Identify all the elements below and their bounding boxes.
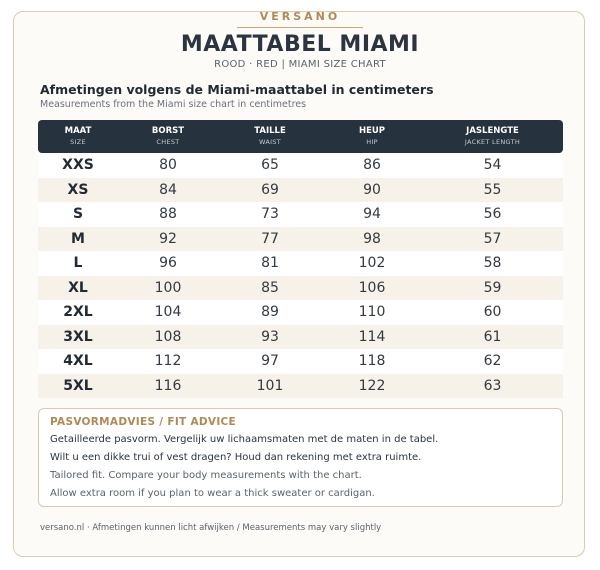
column-header-jacket-length: JASLENGTE JACKET LENGTH [422,120,563,153]
measurement-cell: 110 [358,304,386,321]
brand-name: VERSANO [259,10,341,23]
measurement-cell: 112 [154,353,182,370]
measurement-cell: 60 [483,304,502,321]
size-cell: 5XL [63,377,93,394]
measurement-cell: 93 [261,328,279,345]
measurement-cell: 61 [483,328,502,345]
table-row: XS 84 69 90 55 [38,177,563,202]
measurement-cell: 89 [261,304,279,321]
measurement-cell: 55 [483,181,502,198]
column-header-label: TAILLE [254,125,286,136]
measurement-cell: 69 [261,181,279,198]
size-cell: XL [68,279,88,296]
table-row: L 96 81 102 58 [38,251,563,276]
fit-advice-line-nl-1: Getailleerde pasvorm. Vergelijk uw licha… [50,434,439,445]
measurement-cell: 63 [483,377,502,394]
fit-advice-line-nl-2: Wilt u een dikke trui of vest dragen? Ho… [50,452,422,463]
table-row: 5XL 116 101 122 63 [38,373,563,398]
measurement-cell: 108 [154,328,182,345]
measurement-cell: 54 [483,157,502,174]
table-row: 4XL 112 97 118 62 [38,349,563,374]
measurement-cell: 96 [159,255,177,272]
measurement-cell: 101 [256,377,284,394]
size-cell: 2XL [63,304,93,321]
measurement-cell: 102 [358,255,386,272]
fit-advice-title: PASVORMADVIES / FIT ADVICE [50,416,237,428]
size-cell: 3XL [63,328,93,345]
table-row: 2XL 104 89 110 60 [38,300,563,325]
size-cell: XS [67,181,89,198]
measurement-cell: 104 [154,304,182,321]
page-subtitle: ROOD · RED | MIAMI SIZE CHART [214,59,386,70]
column-header-hip: HEUP HIP [322,120,422,153]
column-header-sublabel: HIP [366,137,378,146]
brand-divider [237,27,363,28]
table-header-row: MAAT SIZE BORST CHEST TAILLE WAIST HEUP HIP JASL… [38,120,563,153]
column-header-label: BORST [151,125,185,136]
column-header-sublabel: JACKET LENGTH [464,137,521,146]
measurement-cell: 106 [358,279,386,296]
measurement-cell: 94 [363,206,381,223]
page-title: MAATTABEL MIAMI [180,32,420,57]
fit-advice-line-en-1: Tailored fit. Compare your body measurem… [50,470,362,481]
column-header-label: HEUP [358,125,386,136]
measurement-cell: 116 [154,377,182,394]
table-row: M 92 77 98 57 [38,226,563,251]
size-cell: L [73,255,83,272]
measurement-cell: 100 [154,279,182,296]
table-row: 3XL 108 93 114 61 [38,324,563,349]
fit-advice-box: PASVORMADVIES / FIT ADVICE Getailleerde … [38,408,563,507]
measurement-cell: 84 [159,181,177,198]
table-row: XL 100 85 106 59 [38,275,563,300]
measurement-cell: 77 [261,230,279,247]
size-cell: XXS [62,157,94,174]
column-header-label: MAAT [64,125,92,136]
column-header-sublabel: CHEST [156,137,180,146]
measurement-cell: 62 [483,353,502,370]
size-cell: M [71,230,85,247]
measurement-cell: 73 [261,206,279,223]
measurement-cell: 90 [363,181,381,198]
measurement-cell: 57 [483,230,502,247]
size-cell: 4XL [63,353,93,370]
table-body: XXS 80 65 86 54 XS 84 69 90 55 S 88 73 94 56 M 92 77 98 57 L… [38,153,563,398]
measurement-cell: 97 [261,353,279,370]
measurement-cell: 65 [261,157,279,174]
table-row: XXS 80 65 86 54 [38,153,563,178]
table-row: S 88 73 94 56 [38,202,563,227]
measurement-cell: 114 [358,328,386,345]
measurement-cell: 58 [483,255,502,272]
measurement-cell: 56 [483,206,502,223]
measurement-cell: 118 [358,353,386,370]
measurement-cell: 88 [159,206,177,223]
table-header: MAAT SIZE BORST CHEST TAILLE WAIST HEUP HIP JASL… [38,120,563,153]
column-header-sublabel: SIZE [70,137,86,146]
measurement-cell: 80 [159,157,177,174]
section-heading: Afmetingen volgens de Miami-maattabel in… [40,82,434,97]
size-table: MAAT SIZE BORST CHEST TAILLE WAIST HEUP HIP JASL… [38,120,563,398]
footer-note: versano.nl · Afmetingen kunnen licht afw… [40,523,382,533]
column-header-waist: TAILLE WAIST [218,120,322,153]
measurement-cell: 81 [261,255,279,272]
measurement-cell: 59 [483,279,502,296]
measurement-cell: 122 [358,377,386,394]
column-header-size: MAAT SIZE [38,120,118,153]
fit-advice-line-en-2: Allow extra room if you plan to wear a t… [50,488,375,499]
column-header-chest: BORST CHEST [118,120,218,153]
section-subheading: Measurements from the Miami size chart i… [40,99,307,110]
column-header-sublabel: WAIST [258,137,282,146]
measurement-cell: 92 [159,230,177,247]
measurement-cell: 98 [363,230,381,247]
size-cell: S [72,206,84,223]
column-header-label: JASLENGTE [466,125,519,136]
measurement-cell: 86 [363,157,381,174]
measurement-cell: 85 [261,279,279,296]
